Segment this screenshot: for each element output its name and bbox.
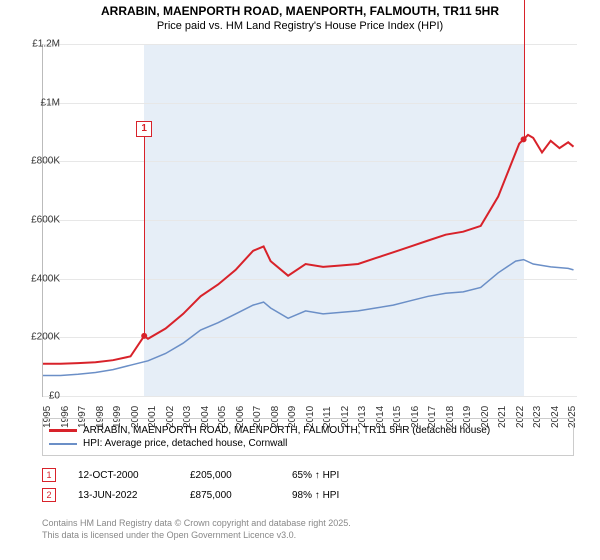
legend-swatch bbox=[49, 429, 77, 432]
legend-row: ARRABIN, MAENPORTH ROAD, MAENPORTH, FALM… bbox=[49, 425, 567, 436]
plot-area: 12 bbox=[42, 44, 577, 397]
legend-label: ARRABIN, MAENPORTH ROAD, MAENPORTH, FALM… bbox=[83, 425, 490, 436]
sales-table: 1 12-OCT-2000 £205,000 65% ↑ HPI 2 13-JU… bbox=[42, 462, 574, 508]
title-line2: Price paid vs. HM Land Registry's House … bbox=[0, 20, 600, 34]
title-line1: ARRABIN, MAENPORTH ROAD, MAENPORTH, FALM… bbox=[0, 0, 600, 20]
sale-date: 13-JUN-2022 bbox=[78, 490, 168, 501]
line-series bbox=[43, 44, 577, 396]
footer: Contains HM Land Registry data © Crown c… bbox=[42, 518, 351, 541]
sale-row: 2 13-JUN-2022 £875,000 98% ↑ HPI bbox=[42, 488, 574, 502]
sale-row: 1 12-OCT-2000 £205,000 65% ↑ HPI bbox=[42, 468, 574, 482]
footer-line: This data is licensed under the Open Gov… bbox=[42, 530, 351, 542]
legend-row: HPI: Average price, detached house, Corn… bbox=[49, 438, 567, 449]
sale-delta: 65% ↑ HPI bbox=[292, 470, 339, 481]
legend: ARRABIN, MAENPORTH ROAD, MAENPORTH, FALM… bbox=[42, 418, 574, 456]
sale-marker-icon: 2 bbox=[42, 488, 56, 502]
sale-price: £875,000 bbox=[190, 490, 270, 501]
legend-label: HPI: Average price, detached house, Corn… bbox=[83, 438, 287, 449]
sale-date: 12-OCT-2000 bbox=[78, 470, 168, 481]
sale-delta: 98% ↑ HPI bbox=[292, 490, 339, 501]
legend-swatch bbox=[49, 443, 77, 445]
sale-marker-icon: 1 bbox=[42, 468, 56, 482]
chart-container: ARRABIN, MAENPORTH ROAD, MAENPORTH, FALM… bbox=[0, 0, 600, 560]
sale-price: £205,000 bbox=[190, 470, 270, 481]
footer-line: Contains HM Land Registry data © Crown c… bbox=[42, 518, 351, 530]
